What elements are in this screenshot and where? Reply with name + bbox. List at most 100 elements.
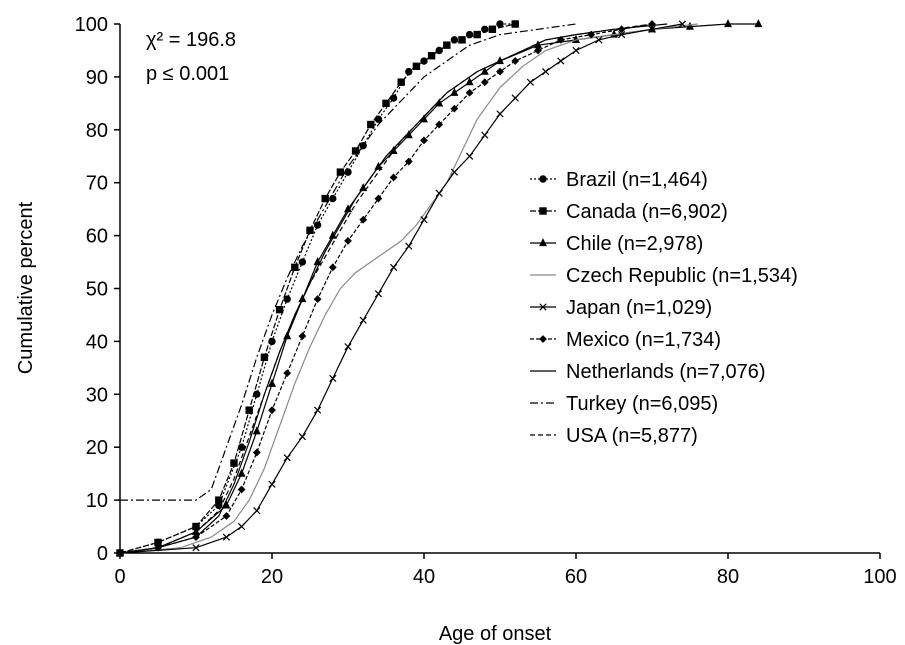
- data-point: [511, 20, 519, 28]
- data-point: [538, 238, 548, 247]
- data-point: [587, 30, 596, 39]
- data-point: [252, 426, 261, 435]
- data-point: [450, 104, 459, 113]
- legend-label: Mexico (n=1,734): [566, 329, 721, 351]
- data-point: [526, 78, 535, 86]
- data-point: [367, 120, 375, 129]
- y-axis-label: Cumulative percent: [15, 201, 37, 374]
- legend: Brazil (n=1,464) Canada (n=6,902) Chile (n…: [530, 169, 798, 447]
- legend-item: USA (n=5,877): [530, 425, 698, 447]
- x-tick-label: 0: [114, 566, 125, 588]
- legend-item: Czech Republic (n=1,534): [530, 265, 798, 287]
- data-point: [389, 94, 398, 102]
- data-point: [328, 263, 337, 272]
- data-point: [685, 21, 695, 30]
- series-4: [116, 20, 687, 557]
- legend-item: Canada (n=6,902): [530, 201, 728, 223]
- y-axis-ticks: 0 10 20 30 40 50 60 70 80 90 100: [75, 14, 120, 565]
- data-point: [754, 19, 763, 28]
- data-point: [458, 36, 466, 44]
- data-point: [496, 20, 504, 28]
- data-point: [450, 87, 459, 96]
- data-point: [237, 522, 246, 531]
- data-point: [237, 468, 246, 477]
- legend-item: Turkey (n=6,095): [530, 393, 718, 415]
- data-point: [283, 295, 291, 303]
- data-point: [534, 46, 542, 55]
- series-line: [120, 23, 577, 501]
- data-point: [435, 120, 444, 129]
- data-point: [359, 316, 367, 324]
- data-point: [648, 25, 656, 33]
- series-line: [119, 23, 683, 554]
- series-line: [119, 23, 653, 554]
- data-point: [351, 147, 360, 155]
- y-tick-label: 40: [86, 331, 108, 353]
- x-tick-label: 60: [565, 566, 587, 588]
- y-tick-label: 100: [75, 14, 108, 36]
- data-point: [572, 46, 580, 55]
- y-tick-label: 30: [86, 384, 108, 406]
- data-point: [237, 485, 246, 494]
- data-point: [617, 30, 626, 39]
- series-line: [119, 23, 668, 554]
- legend-item: Chile (n=2,978): [530, 233, 703, 255]
- data-point: [222, 512, 231, 520]
- series-5: [116, 20, 656, 557]
- data-point: [298, 432, 307, 441]
- data-point: [313, 221, 322, 229]
- data-point: [215, 496, 223, 504]
- data-point: [329, 374, 337, 383]
- data-point: [260, 353, 269, 361]
- data-point: [253, 507, 261, 515]
- legend-item: Mexico (n=1,734): [530, 329, 721, 351]
- data-point: [539, 207, 547, 215]
- data-point: [481, 131, 489, 139]
- data-point: [405, 242, 413, 250]
- data-point: [511, 57, 520, 65]
- data-point: [283, 369, 292, 378]
- chi-square-annotation: χ² = 196.8: [146, 29, 236, 51]
- data-point: [344, 168, 352, 176]
- series-7: [120, 23, 577, 501]
- data-point: [291, 263, 299, 272]
- data-point: [541, 67, 550, 76]
- data-point: [420, 216, 428, 224]
- legend-label: Brazil (n=1,464): [566, 169, 708, 191]
- data-point: [480, 78, 489, 87]
- legend-label: Netherlands (n=7,076): [566, 361, 766, 383]
- data-point: [595, 36, 603, 44]
- data-point: [298, 332, 307, 341]
- data-point: [344, 343, 352, 351]
- data-point: [275, 305, 284, 314]
- data-point: [557, 57, 565, 65]
- data-point: [539, 335, 547, 343]
- data-point: [511, 94, 519, 102]
- data-point: [374, 290, 383, 298]
- data-point: [480, 66, 489, 75]
- data-point: [539, 303, 547, 311]
- data-point: [321, 194, 329, 203]
- data-point: [412, 62, 421, 71]
- y-tick-label: 10: [86, 490, 108, 512]
- y-tick-label: 60: [86, 226, 108, 248]
- legend-item: Netherlands (n=7,076): [530, 361, 766, 383]
- y-tick-label: 20: [86, 437, 108, 459]
- data-point: [230, 459, 238, 467]
- data-point: [252, 448, 261, 457]
- series-line: [119, 23, 516, 554]
- data-point: [359, 215, 368, 224]
- data-point: [389, 173, 398, 182]
- y-tick-label: 0: [97, 543, 108, 565]
- data-point: [427, 52, 436, 60]
- p-value-annotation: p ≤ 0.001: [146, 63, 229, 85]
- data-point: [450, 168, 459, 176]
- data-point: [404, 157, 413, 166]
- series-6: [119, 23, 668, 554]
- data-point: [465, 88, 474, 97]
- data-point: [473, 30, 481, 39]
- data-point: [397, 78, 405, 86]
- x-tick-label: 80: [717, 566, 739, 588]
- x-tick-label: 100: [863, 566, 896, 588]
